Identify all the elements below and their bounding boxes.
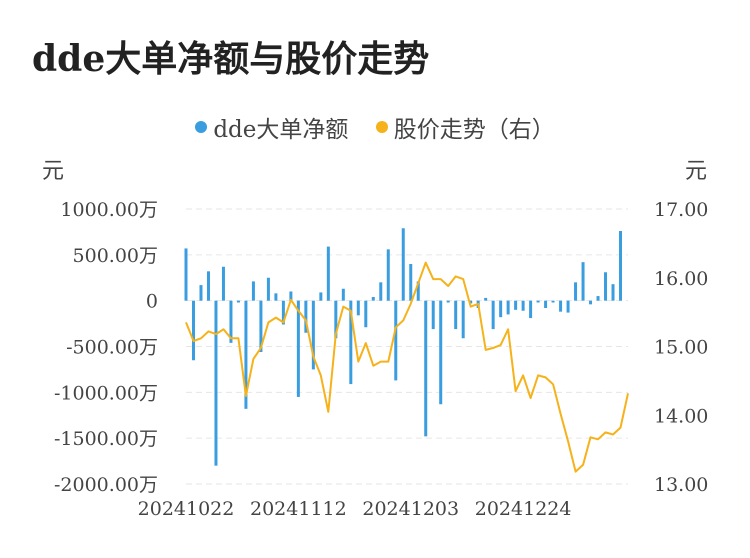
bar [356,300,360,316]
x-tick-label: 20241224 [475,498,572,520]
left-tick-label: 1000.00万 [60,199,158,221]
left-tick-label: -1500.00万 [54,428,158,450]
legend-item-line[interactable]: 股价走势（右） [375,110,555,144]
left-tick-label: 500.00万 [73,245,158,267]
bar [461,300,465,339]
bar [521,300,525,311]
bar-series [184,228,623,466]
right-tick-label: 15.00 [654,337,708,359]
line-series [185,261,629,473]
legend-item-bar[interactable]: dde大单净额 [195,110,348,144]
bar [469,300,473,304]
grid-lines [186,208,628,485]
bar [484,297,488,301]
right-tick-label: 13.00 [654,474,708,496]
bar [611,284,615,301]
bar [349,300,353,385]
bar [581,262,585,301]
bar [184,248,188,301]
bar [566,300,570,313]
bar [559,300,563,312]
legend-label-bar: dde大单净额 [213,117,349,143]
axes: 1000.00万 500.00万 0 -500.00万 -1000.00万 -1500.0… [42,159,708,520]
bar [296,300,300,397]
right-axis-unit: 元 [685,159,707,184]
x-tick-label: 20241112 [250,498,347,520]
bar [326,246,330,301]
legend-dot-line [375,121,388,133]
bar [529,300,533,319]
left-tick-label: 0 [146,291,158,313]
bar [311,300,315,370]
bar [574,282,578,301]
legend: dde大单净额 股价走势（右） [0,110,750,144]
bar [431,300,435,330]
left-tick-label: -1000.00万 [54,382,158,404]
bar [499,300,503,318]
x-tick-label: 20241022 [138,498,235,520]
left-tick-label: -500.00万 [66,337,158,359]
right-tick-label: 17.00 [654,199,708,221]
bar [589,300,593,305]
bar [214,300,218,466]
bar [619,231,623,301]
legend-dot-bar [195,121,208,133]
bar [334,300,338,339]
bar [491,300,495,330]
bar [266,277,270,301]
bar [289,291,293,301]
bar [304,300,308,333]
bar [221,266,225,301]
bar [281,300,285,325]
bar [251,281,255,301]
chart-title: dde大单净额与股价走势 [32,38,430,80]
bar [236,300,240,303]
right-tick-label: 16.00 [654,268,708,290]
bar [536,300,540,303]
bar [424,300,428,437]
bar [514,300,518,310]
bar [319,292,323,301]
bar [416,281,420,301]
bar [544,300,548,308]
bar [199,285,203,301]
bar [446,300,450,303]
bar [604,272,608,301]
bar [454,300,458,330]
right-tick-label: 14.00 [654,405,708,427]
bar [191,300,195,361]
bar [386,249,390,301]
bar [371,297,375,301]
bar [341,288,345,301]
bar [274,293,278,301]
bar [439,300,443,405]
x-tick-label: 20241203 [362,498,459,520]
bar [596,296,600,301]
bar [394,300,398,381]
left-axis-unit: 元 [42,159,64,184]
bar [506,300,510,315]
price-line [185,261,629,473]
bar [364,300,368,328]
bar [551,300,555,303]
bar [259,300,263,352]
bar [379,282,383,301]
bar [409,264,413,301]
legend-label-line: 股价走势（右） [393,117,555,143]
bar [206,271,210,301]
bar [229,300,233,343]
bar [244,300,248,409]
left-tick-label: -2000.00万 [54,474,158,496]
bar [401,228,405,301]
